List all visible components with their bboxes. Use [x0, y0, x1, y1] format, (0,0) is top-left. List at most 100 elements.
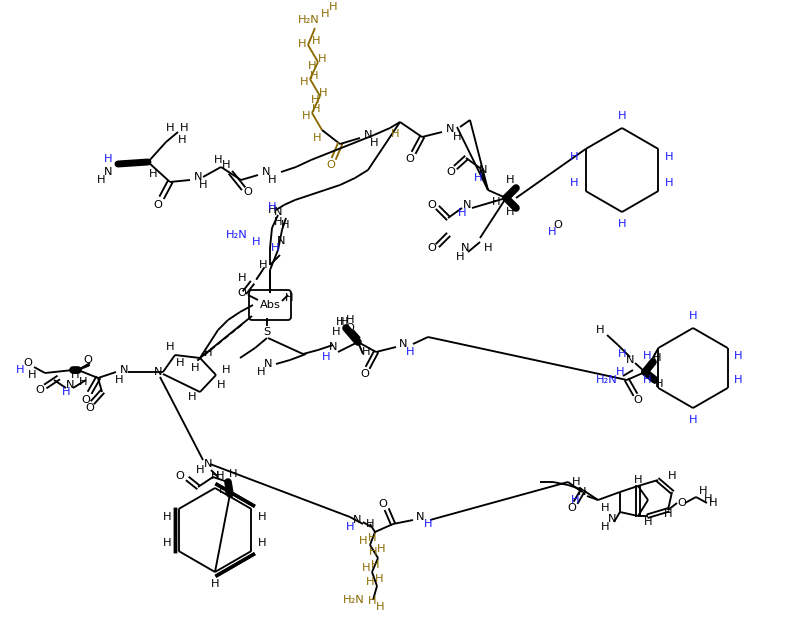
Text: H: H: [307, 61, 316, 71]
Text: H: H: [596, 325, 604, 335]
Text: H: H: [312, 104, 320, 114]
Text: N: N: [461, 243, 469, 253]
Text: H₂N: H₂N: [226, 230, 248, 240]
Text: H: H: [302, 111, 311, 121]
Text: H: H: [617, 349, 626, 359]
Text: H: H: [319, 88, 328, 98]
Text: H: H: [178, 135, 186, 145]
Text: N: N: [194, 172, 203, 182]
Text: H: H: [370, 560, 379, 570]
Text: S: S: [263, 327, 270, 337]
Text: H: H: [571, 477, 580, 487]
Text: H: H: [163, 538, 172, 548]
Text: H: H: [268, 175, 276, 185]
Text: N: N: [104, 167, 112, 177]
Text: H: H: [298, 39, 307, 49]
Text: N: N: [462, 200, 471, 210]
Text: H: H: [336, 317, 345, 327]
Text: H₂N: H₂N: [299, 15, 320, 25]
Text: H: H: [474, 173, 483, 183]
Text: N: N: [578, 487, 586, 497]
Text: H: H: [368, 596, 376, 606]
Text: H: H: [268, 205, 276, 215]
Text: H: H: [571, 495, 579, 505]
Text: H: H: [203, 348, 212, 358]
Text: H: H: [391, 129, 399, 139]
Text: H: H: [165, 342, 174, 352]
Text: H: H: [312, 36, 320, 46]
Text: O: O: [406, 154, 415, 164]
Text: H: H: [699, 486, 707, 496]
Text: H: H: [163, 512, 172, 522]
Text: O: O: [327, 160, 336, 170]
Text: H: H: [643, 375, 652, 385]
Text: H: H: [345, 522, 354, 532]
Text: H: H: [688, 311, 697, 321]
Text: O: O: [82, 395, 90, 405]
Text: H: H: [704, 494, 713, 504]
Text: H: H: [370, 138, 378, 148]
Text: H: H: [310, 71, 318, 81]
Text: H: H: [176, 358, 184, 368]
Text: O: O: [678, 498, 687, 508]
Text: O: O: [633, 395, 642, 405]
Text: H: H: [406, 347, 414, 357]
Text: H: H: [667, 471, 676, 481]
Text: H: H: [71, 370, 79, 380]
Text: H₂N: H₂N: [596, 375, 618, 385]
Text: H: H: [665, 152, 674, 162]
Text: O: O: [153, 200, 162, 210]
Text: H: H: [270, 243, 279, 253]
Text: N: N: [274, 207, 282, 217]
Text: H: H: [79, 377, 87, 387]
Text: H: H: [345, 315, 354, 325]
Text: N: N: [445, 124, 454, 134]
Text: H: H: [211, 471, 220, 481]
Text: H: H: [616, 367, 625, 377]
Text: O: O: [345, 323, 354, 333]
Text: H: H: [506, 175, 514, 185]
Text: H: H: [222, 365, 230, 375]
Text: H: H: [688, 415, 697, 425]
Text: N: N: [203, 459, 212, 469]
Text: H: H: [332, 327, 341, 337]
Text: H: H: [103, 154, 112, 164]
Text: H₂N: H₂N: [343, 595, 365, 605]
Text: H: H: [318, 54, 326, 64]
Text: H: H: [366, 577, 374, 587]
Text: H: H: [633, 475, 642, 485]
Text: H: H: [258, 512, 266, 522]
Text: H: H: [643, 351, 652, 361]
FancyBboxPatch shape: [249, 290, 291, 320]
Text: H: H: [340, 317, 349, 327]
Text: H: H: [453, 132, 462, 142]
Text: H: H: [259, 260, 267, 270]
Text: N: N: [154, 367, 162, 377]
Text: H: H: [644, 517, 652, 527]
Text: H: H: [180, 123, 188, 133]
Text: O: O: [244, 187, 253, 197]
Text: H: H: [217, 380, 225, 390]
Text: H: H: [215, 471, 224, 481]
Text: H: H: [27, 370, 36, 380]
Text: O: O: [446, 167, 455, 177]
Text: N: N: [625, 355, 634, 365]
Text: H: H: [320, 9, 329, 19]
Text: H: H: [222, 160, 230, 170]
Text: H: H: [328, 2, 337, 12]
Text: O: O: [237, 288, 246, 298]
Text: N: N: [399, 339, 408, 349]
Text: N: N: [479, 165, 487, 175]
Text: H: H: [61, 387, 70, 397]
Text: H: H: [734, 375, 743, 385]
Text: H: H: [653, 353, 661, 363]
Text: H: H: [458, 208, 466, 218]
Text: O: O: [554, 220, 562, 230]
Text: H: H: [274, 217, 282, 227]
Text: N: N: [277, 236, 285, 246]
Text: H: H: [252, 237, 261, 247]
Text: N: N: [364, 130, 372, 140]
Text: N: N: [608, 514, 617, 524]
Text: O: O: [361, 369, 370, 379]
Text: H: H: [281, 220, 290, 230]
